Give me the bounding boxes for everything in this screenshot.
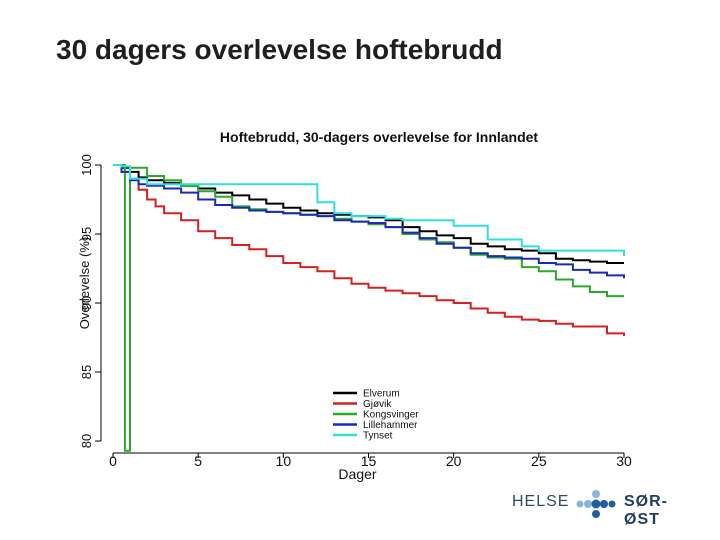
series-line-elverum bbox=[113, 164, 624, 264]
x-tick-label: 20 bbox=[446, 453, 462, 469]
x-tick-label: 0 bbox=[109, 453, 117, 469]
logo-sor-ost-text: SØR-ØST bbox=[624, 493, 668, 528]
x-tick-label: 30 bbox=[616, 453, 632, 469]
x-tick-label: 10 bbox=[276, 453, 292, 469]
y-tick-label: 80 bbox=[79, 434, 94, 448]
helse-sor-ost-logo: HELSE SØR-ØST bbox=[512, 486, 692, 528]
x-tick-label: 25 bbox=[531, 453, 547, 469]
y-tick-label: 85 bbox=[79, 365, 94, 379]
slide-title: 30 dagers overlevelse hoftebrudd bbox=[56, 34, 503, 65]
chart-title: Hoftebrudd, 30-dagers overlevelse for In… bbox=[220, 129, 539, 145]
legend-label: Kongsvinger bbox=[363, 410, 419, 421]
series-line-tynset bbox=[113, 164, 625, 257]
y-tick-label: 100 bbox=[79, 154, 94, 176]
legend-label: Gjøvik bbox=[363, 399, 392, 410]
y-tick-label: 95 bbox=[79, 227, 94, 241]
legend-label: Elverum bbox=[363, 389, 400, 400]
y-axis-label: Overlevelse (%) bbox=[77, 237, 92, 329]
logo-helse-text: HELSE bbox=[512, 493, 570, 510]
helse-sor-ost-dots-icon bbox=[576, 490, 616, 518]
x-tick-label: 15 bbox=[361, 453, 377, 469]
series-line-lillehammer bbox=[113, 164, 625, 279]
legend-label: Lillehammer bbox=[363, 420, 418, 431]
series-line-gj-vik bbox=[113, 164, 625, 337]
x-tick-label: 5 bbox=[194, 453, 202, 469]
y-tick-label: 90 bbox=[79, 296, 94, 310]
legend-label: Tynset bbox=[363, 431, 393, 442]
x-axis-label: Dager bbox=[338, 466, 376, 482]
